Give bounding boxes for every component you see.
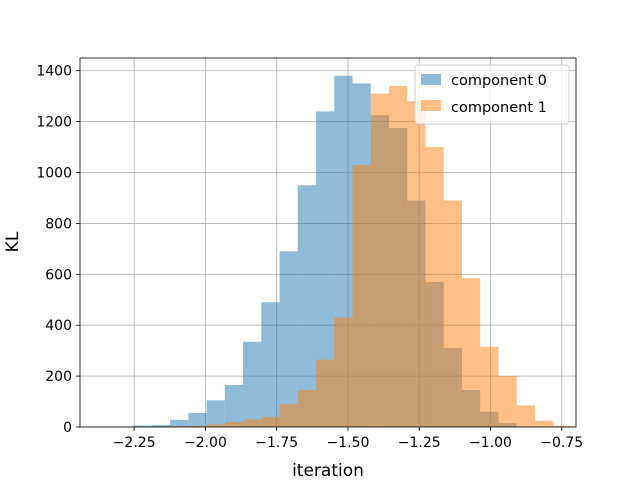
histogram-bar-component-1 [188, 425, 207, 427]
y-tick-label: 800 [45, 216, 72, 232]
histogram-bar-component-1 [279, 404, 298, 427]
x-tick-label: −2.25 [113, 435, 156, 451]
y-tick-label: 1200 [36, 115, 72, 131]
histogram-bar-component-0 [151, 424, 171, 427]
histogram-bar-component-1 [534, 420, 554, 427]
x-tick-label: −1.75 [255, 435, 298, 451]
histogram-bar-component-0 [206, 400, 225, 427]
histogram-bar-component-1 [297, 390, 317, 427]
histogram-bar-component-1 [370, 93, 390, 427]
histogram-bar-component-1 [224, 421, 244, 427]
histogram-bar-component-1 [334, 317, 353, 427]
x-axis-label: iteration [292, 461, 364, 480]
legend-box [414, 64, 570, 125]
histogram-bar-component-1 [407, 101, 426, 427]
histogram-bar-component-0 [243, 341, 262, 427]
histogram-bar-component-1 [243, 419, 262, 427]
histogram-bar-component-1 [425, 147, 444, 427]
histogram-bar-component-1 [443, 200, 462, 427]
legend-swatch-component-1 [421, 100, 441, 111]
histogram-bar-component-0 [261, 302, 280, 427]
histogram-bar-component-1 [206, 424, 225, 427]
y-tick-label: 1000 [36, 166, 72, 182]
histogram-bar-component-1 [261, 416, 280, 427]
histogram-bar-component-0 [224, 385, 244, 427]
histogram-bar-component-1 [352, 164, 371, 427]
x-tick-label: −1.50 [327, 435, 370, 451]
y-axis-label: KL [3, 231, 23, 252]
x-tick-label: −2.00 [184, 435, 227, 451]
histogram-bar-component-0 [279, 251, 298, 427]
y-tick-label: 1400 [36, 64, 72, 80]
histogram-bar-component-0 [297, 185, 317, 427]
histogram-bar-component-1 [480, 346, 499, 427]
x-tick-label: −1.25 [398, 435, 441, 451]
y-tick-label: 600 [45, 267, 72, 283]
histogram-bar-component-1 [498, 376, 517, 427]
legend-label-component-1: component 1 [451, 100, 547, 116]
histogram-bar-component-1 [316, 359, 335, 427]
histogram-bar-component-0 [188, 413, 207, 427]
y-tick-label: 400 [45, 318, 72, 334]
histogram-bar-component-1 [389, 85, 408, 427]
axis-ticks: −2.25 −2.00 −1.75 −1.50 −1.25 −1.00 −0.75 0 200 4… [36, 64, 583, 451]
legend: component 0 component 1 [414, 64, 570, 125]
histogram-bars [97, 75, 572, 428]
legend-swatch-component-0 [421, 74, 441, 85]
legend-label-component-0: component 0 [451, 73, 547, 89]
y-tick-label: 0 [63, 420, 72, 436]
histogram-bar-component-0 [316, 111, 335, 427]
y-tick-label: 200 [45, 369, 72, 385]
histogram-bar-component-0 [133, 425, 152, 427]
histogram-bar-component-1 [516, 405, 535, 427]
plot-frame [79, 57, 577, 428]
histogram-bar-component-1 [553, 425, 572, 427]
x-tick-label: −1.00 [469, 435, 512, 451]
histogram-bar-component-1 [461, 278, 481, 427]
x-tick-label: −0.75 [540, 435, 583, 451]
histogram-bar-component-0 [170, 419, 189, 427]
